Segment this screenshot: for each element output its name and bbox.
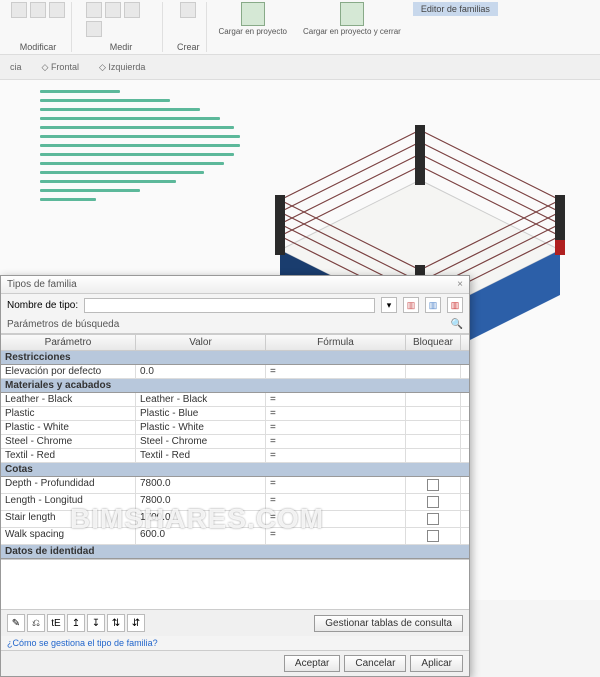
cancel-button[interactable]: Cancelar <box>344 655 406 672</box>
ribbon-tool-icon[interactable] <box>180 2 196 18</box>
ribbon-tool-icon[interactable] <box>105 2 121 18</box>
table-row[interactable]: Steel - ChromeSteel - Chrome= <box>1 435 469 449</box>
view-frontal[interactable]: ◇ Frontal <box>42 62 79 73</box>
tool-icon[interactable]: ↥ <box>67 614 85 632</box>
tool-icon[interactable]: ✎ <box>7 614 25 632</box>
load-and-close-button[interactable]: Cargar en proyecto y cerrar <box>299 2 405 37</box>
table-row[interactable]: Elevación por defecto0.0= <box>1 365 469 379</box>
table-row[interactable]: Textil - RedTextil - Red= <box>1 449 469 463</box>
ribbon-tool-icon[interactable] <box>30 2 46 18</box>
grid-empty-area <box>1 559 469 609</box>
ribbon-group-label: Medir <box>110 42 133 52</box>
rename-type-icon[interactable]: ▥ <box>425 297 441 313</box>
view-item[interactable]: cia <box>10 62 22 72</box>
new-type-icon[interactable]: ▥ <box>403 297 419 313</box>
delete-type-icon[interactable]: ▥ <box>447 297 463 313</box>
search-params-label: Parámetros de búsqueda <box>7 319 119 330</box>
close-icon[interactable]: × <box>457 279 463 290</box>
tool-icon[interactable]: ↧ <box>87 614 105 632</box>
section-header[interactable]: Cotas <box>1 463 469 477</box>
view-izquierda[interactable]: ◇ Izquierda <box>99 62 145 73</box>
dialog-title: Tipos de familia <box>7 279 77 290</box>
ribbon-tool-icon[interactable] <box>86 2 102 18</box>
load-in-project-button[interactable]: Cargar en proyecto <box>215 2 291 37</box>
parameters-grid[interactable]: Parámetro Valor Fórmula Bloquear Restric… <box>1 334 469 609</box>
section-header[interactable]: Materiales y acabados <box>1 379 469 393</box>
ribbon-tool-icon[interactable] <box>11 2 27 18</box>
section-header[interactable]: Restricciones <box>1 351 469 365</box>
col-value: Valor <box>136 335 266 350</box>
col-lock: Bloquear <box>406 335 461 350</box>
col-formula: Fórmula <box>266 335 406 350</box>
tool-icon[interactable]: ⇵ <box>127 614 145 632</box>
ribbon-group-label: Crear <box>177 42 200 52</box>
lock-checkbox[interactable] <box>427 479 439 491</box>
family-editor-label: Editor de familias <box>413 2 498 16</box>
ok-button[interactable]: Aceptar <box>284 655 340 672</box>
lock-checkbox[interactable] <box>427 530 439 542</box>
type-name-label: Nombre de tipo: <box>7 300 78 311</box>
apply-button[interactable]: Aplicar <box>410 655 463 672</box>
help-link[interactable]: ¿Cómo se gestiona el tipo de familia? <box>1 636 469 650</box>
3d-canvas[interactable]: Tipos de familia × Nombre de tipo: ▾ ▥ ▥… <box>0 80 600 600</box>
ribbon-tool-icon[interactable] <box>124 2 140 18</box>
manage-tables-button[interactable]: Gestionar tablas de consulta <box>314 615 463 632</box>
dropdown-icon[interactable]: ▾ <box>381 297 397 313</box>
hatch-pattern <box>40 90 240 210</box>
family-types-dialog: Tipos de familia × Nombre de tipo: ▾ ▥ ▥… <box>0 275 470 677</box>
tool-icon[interactable]: ⎌ <box>27 614 45 632</box>
col-parameter: Parámetro <box>1 335 136 350</box>
ribbon-group-label: Modificar <box>20 42 57 52</box>
table-row[interactable]: Plastic - WhitePlastic - White= <box>1 421 469 435</box>
ribbon-tool-icon[interactable] <box>86 21 102 37</box>
ribbon-toolbar: Modificar Medir Crear Cargar en proyecto… <box>0 0 600 55</box>
tool-icon[interactable]: tE <box>47 614 65 632</box>
lock-checkbox[interactable] <box>427 513 439 525</box>
tool-icon[interactable]: ⇅ <box>107 614 125 632</box>
table-row[interactable]: Depth - Profundidad7800.0= <box>1 477 469 494</box>
table-row[interactable]: Leather - BlackLeather - Black= <box>1 393 469 407</box>
watermark: BIMSHARES.COM <box>70 503 324 535</box>
lock-checkbox[interactable] <box>427 496 439 508</box>
type-name-input[interactable] <box>84 298 375 313</box>
search-icon[interactable]: 🔍 <box>451 319 463 330</box>
section-header[interactable]: Datos de identidad <box>1 545 469 559</box>
view-bar: cia ◇ Frontal ◇ Izquierda <box>0 55 600 80</box>
ribbon-tool-icon[interactable] <box>49 2 65 18</box>
table-row[interactable]: PlasticPlastic - Blue= <box>1 407 469 421</box>
